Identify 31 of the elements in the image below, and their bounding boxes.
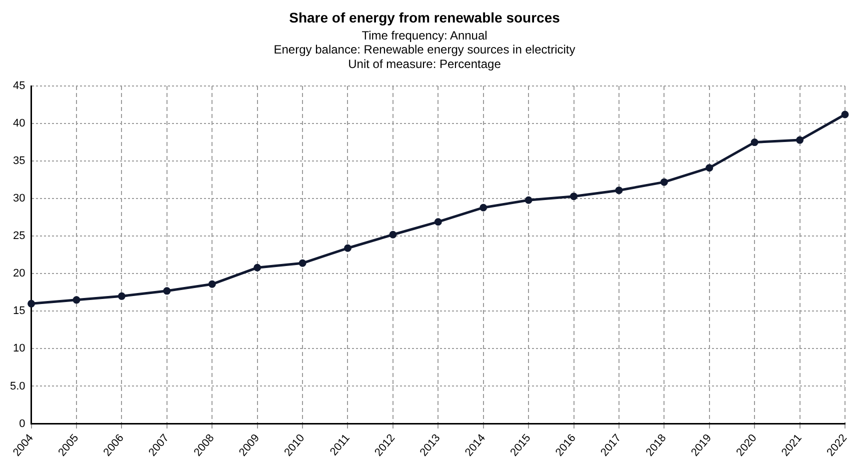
- y-tick-label: 20: [13, 268, 26, 280]
- chart-title: Share of energy from renewable sources: [289, 9, 560, 26]
- point: [570, 192, 578, 200]
- point: [72, 296, 80, 304]
- point: [298, 259, 306, 267]
- point: [750, 138, 758, 146]
- y-tick-label: 45: [13, 80, 26, 92]
- y-tick-label: 25: [13, 230, 26, 242]
- point: [389, 230, 397, 238]
- point: [28, 300, 36, 308]
- point: [163, 287, 171, 295]
- chart-subtitle: Time frequency: Annual Energy balance: Renewable energy sources in electricity Unit of measure: Percentage: [274, 28, 576, 72]
- y-tick-label: 10: [13, 342, 26, 355]
- point: [118, 292, 126, 300]
- y-tick-label: 35: [13, 155, 26, 168]
- point: [480, 204, 488, 212]
- point: [524, 196, 532, 204]
- point: [706, 164, 714, 172]
- y-tick-label: 15: [13, 305, 26, 318]
- point: [796, 136, 804, 144]
- y-tick-label: 5.0: [10, 380, 26, 392]
- point: [615, 186, 623, 194]
- point: [660, 178, 668, 186]
- y-tick-label: 40: [13, 118, 26, 130]
- y-tick-label: 30: [13, 192, 26, 205]
- point: [254, 264, 262, 272]
- y-tick-label: 0: [19, 418, 26, 430]
- point: [434, 218, 442, 226]
- point: [841, 110, 849, 118]
- point: [208, 280, 216, 288]
- point: [344, 244, 352, 252]
